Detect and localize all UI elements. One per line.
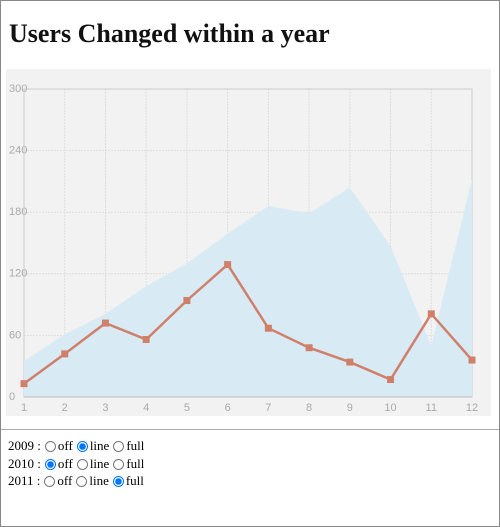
y-tick-label: 120 xyxy=(9,268,27,280)
radio[interactable] xyxy=(76,441,88,452)
point xyxy=(305,344,313,352)
divider xyxy=(1,429,499,430)
radio-label: full xyxy=(126,455,145,471)
y-tick-label: 60 xyxy=(9,329,21,341)
radio[interactable] xyxy=(113,441,125,452)
row-label: 2011 xyxy=(8,473,34,488)
point xyxy=(387,376,395,384)
control-row: 2009 : off line full xyxy=(8,437,144,455)
row-label: 2009 xyxy=(8,438,34,453)
control-row: 2010 : off line full xyxy=(8,455,144,473)
separator: : xyxy=(36,473,41,488)
area xyxy=(24,179,472,397)
y-tick-label: 0 xyxy=(9,391,15,403)
page-title: Users Changed within a year xyxy=(9,19,330,48)
radio-label: full xyxy=(126,438,145,453)
point xyxy=(264,324,272,332)
radio[interactable] xyxy=(113,458,125,470)
radio[interactable] xyxy=(44,441,56,452)
line xyxy=(23,262,473,385)
point xyxy=(468,356,476,364)
point xyxy=(224,261,232,269)
y-tick-label: 180 xyxy=(9,206,27,218)
x-tick-label: 1 xyxy=(21,402,27,414)
radio-label: off xyxy=(57,455,73,471)
point xyxy=(427,310,435,318)
x-tick-label: 4 xyxy=(143,402,149,414)
x-tick-label: 7 xyxy=(265,402,271,414)
x-tick-label: 11 xyxy=(426,402,437,414)
separator: : xyxy=(37,438,41,453)
radio[interactable] xyxy=(44,476,56,487)
x-tick-label: 2 xyxy=(62,402,68,414)
x-tick-label: 3 xyxy=(102,402,108,414)
x-tick-label: 12 xyxy=(466,402,478,414)
radio-label: off xyxy=(57,473,73,488)
x-tick-label: 10 xyxy=(384,402,396,414)
radio-label: off xyxy=(57,438,73,453)
radio-label: line xyxy=(89,473,109,488)
point xyxy=(142,336,150,344)
radio-label: line xyxy=(89,438,110,453)
point xyxy=(183,296,191,304)
row-label: 2010 xyxy=(8,455,34,471)
radio-label: line xyxy=(89,455,110,471)
point xyxy=(20,380,28,388)
y-tick-label: 240 xyxy=(9,145,27,157)
radio[interactable] xyxy=(112,476,124,487)
radio-label: full xyxy=(125,473,144,488)
point xyxy=(61,350,69,358)
point xyxy=(101,319,109,327)
y-tick-label: 300 xyxy=(9,83,27,95)
separator: : xyxy=(37,455,41,471)
x-tick-label: 6 xyxy=(225,402,231,414)
point xyxy=(346,358,354,366)
x-tick-label: 9 xyxy=(347,402,353,414)
x-tick-label: 8 xyxy=(306,402,312,414)
radio[interactable] xyxy=(44,458,56,470)
x-tick-label: 5 xyxy=(184,402,190,414)
radio[interactable] xyxy=(76,476,88,487)
radio[interactable] xyxy=(76,458,88,470)
controls: 2009 : off line full 2010 : off line full 2011 :… xyxy=(8,437,144,490)
control-row: 2011 : off line full xyxy=(8,472,144,490)
